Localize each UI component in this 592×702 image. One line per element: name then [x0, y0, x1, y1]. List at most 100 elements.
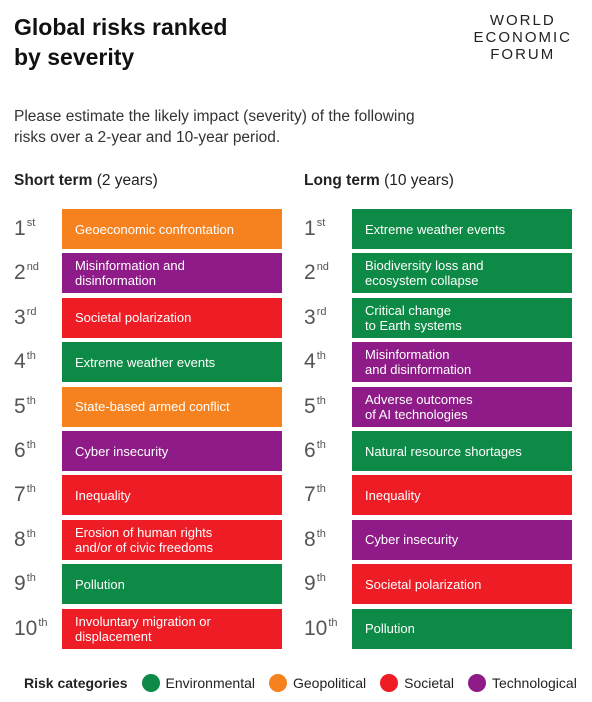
- legend-swatch: [269, 674, 287, 692]
- rank: 6th: [304, 439, 350, 463]
- risk-label: Societal polarization: [75, 310, 192, 326]
- rank-suffix: th: [316, 394, 326, 407]
- rank: 9th: [304, 572, 350, 596]
- rank: 5th: [304, 395, 350, 419]
- rank-number: 10: [304, 616, 328, 640]
- risk-box: Geoeconomic confrontation: [62, 209, 282, 249]
- risk-label: Adverse outcomes: [365, 391, 473, 407]
- logo: WORLD ECONOMIC FORUM: [474, 12, 573, 63]
- description-line: Please estimate the likely impact (sever…: [14, 108, 415, 125]
- legend-label: Geopolitical: [293, 675, 367, 691]
- rank-suffix: th: [316, 483, 326, 496]
- column-header: Long term (10 years): [304, 172, 454, 190]
- rank-suffix: rd: [316, 305, 327, 318]
- rank-number: 7: [304, 483, 316, 507]
- rank-suffix: st: [26, 217, 36, 229]
- risk-label: Inequality: [365, 487, 421, 503]
- legend-swatch: [380, 674, 399, 692]
- risk-box: Misinformation and disinformation: [352, 342, 572, 383]
- risk-label: and disinformation: [365, 362, 472, 378]
- risk-label: displacement: [75, 628, 152, 644]
- rank: 8th: [14, 528, 60, 552]
- rank: 7th: [304, 483, 350, 507]
- legend-swatch: [467, 674, 486, 692]
- risk-box: Critical change to Earth systems: [352, 297, 572, 338]
- risk-box: Societal polarization: [352, 564, 572, 605]
- rank-number: 9: [304, 572, 316, 596]
- logo-line: FORUM: [490, 46, 556, 63]
- rank-number: 2: [304, 261, 316, 285]
- rank-number: 1: [14, 217, 26, 240]
- risk-label: Cyber insecurity: [75, 443, 169, 459]
- risk-label: of AI technologies: [365, 406, 468, 422]
- risk-box: Misinformation and disinformation: [62, 253, 282, 294]
- rank: 8th: [304, 528, 350, 552]
- logo-line: WORLD: [489, 12, 556, 29]
- risk-box: Cyber insecurity: [62, 431, 282, 471]
- risk-label: Societal polarization: [365, 576, 482, 592]
- column-subtitle: (2 years): [96, 172, 158, 189]
- rank-suffix: th: [26, 350, 36, 363]
- rank-number: 8: [304, 527, 316, 551]
- legend-label: Environmental: [165, 675, 256, 691]
- column-title: Short term: [14, 172, 93, 189]
- risk-label: Involuntary migration or: [75, 613, 211, 629]
- title-line: Global risks ranked: [14, 14, 228, 40]
- rank-number: 4: [304, 350, 316, 374]
- rank-number: 3: [304, 305, 316, 329]
- risk-label: Biodiversity loss and: [365, 258, 484, 274]
- risk-label: Misinformation: [365, 347, 450, 363]
- rank: 2nd: [14, 261, 60, 285]
- risk-label: Pollution: [365, 621, 415, 637]
- risk-label: Erosion of human rights: [75, 524, 213, 540]
- rank: 5th: [14, 395, 60, 419]
- rank-number: 4: [14, 350, 26, 374]
- legend-label: Societal: [404, 675, 454, 691]
- risk-label: ecosystem collapse: [365, 273, 479, 289]
- rank-number: 9: [14, 572, 26, 596]
- legend-label: Technological: [491, 675, 577, 691]
- rank-suffix: th: [316, 350, 326, 363]
- rank-suffix: nd: [26, 261, 39, 274]
- rank: 10th: [304, 617, 350, 641]
- title-line: by severity: [14, 44, 135, 70]
- risk-label: disinformation: [75, 273, 156, 289]
- risk-box: Natural resource shortages: [352, 431, 572, 471]
- rank-number: 10: [14, 616, 38, 640]
- risk-label: Misinformation and: [75, 258, 185, 274]
- risk-box: Pollution: [352, 608, 572, 649]
- risk-label: Cyber insecurity: [365, 532, 459, 548]
- risk-label: Extreme weather events: [365, 221, 506, 237]
- risk-box: Extreme weather events: [352, 209, 572, 249]
- risk-label: Geoeconomic confrontation: [75, 221, 234, 237]
- risk-label: to Earth systems: [365, 317, 462, 333]
- logo-line: ECONOMIC: [473, 29, 572, 46]
- risk-box: State-based armed conflict: [62, 386, 282, 427]
- rank: 9th: [14, 572, 60, 596]
- description: Please estimate the likely impact (sever…: [14, 106, 415, 148]
- risk-label: Natural resource shortages: [365, 443, 522, 459]
- rank-suffix: th: [328, 616, 338, 629]
- risk-box: Adverse outcomes of AI technologies: [352, 386, 572, 427]
- column-title: Long term: [304, 172, 380, 189]
- rank-number: 5: [14, 394, 26, 418]
- rank: 2nd: [304, 261, 350, 285]
- rank: 3rd: [304, 306, 350, 330]
- risk-box: Biodiversity loss and ecosystem collapse: [352, 253, 572, 294]
- risk-box: Involuntary migration or displacement: [62, 608, 282, 649]
- description-line: risks over a 2-year and 10-year period.: [14, 129, 281, 146]
- rank: 4th: [14, 350, 60, 374]
- risk-label: Critical change: [365, 302, 451, 318]
- rank-suffix: th: [26, 394, 36, 407]
- risk-box: Cyber insecurity: [352, 519, 572, 560]
- risk-label: and/or of civic freedoms: [75, 539, 214, 555]
- legend: Risk categories Environmental Geopolitica…: [24, 674, 577, 692]
- rank-suffix: th: [26, 572, 36, 585]
- rank-suffix: st: [316, 217, 326, 229]
- legend-swatch: [141, 674, 160, 692]
- risk-box: Inequality: [62, 475, 282, 516]
- rank-number: 3: [14, 305, 26, 329]
- risk-box: Inequality: [352, 475, 572, 516]
- rank-number: 6: [14, 439, 26, 462]
